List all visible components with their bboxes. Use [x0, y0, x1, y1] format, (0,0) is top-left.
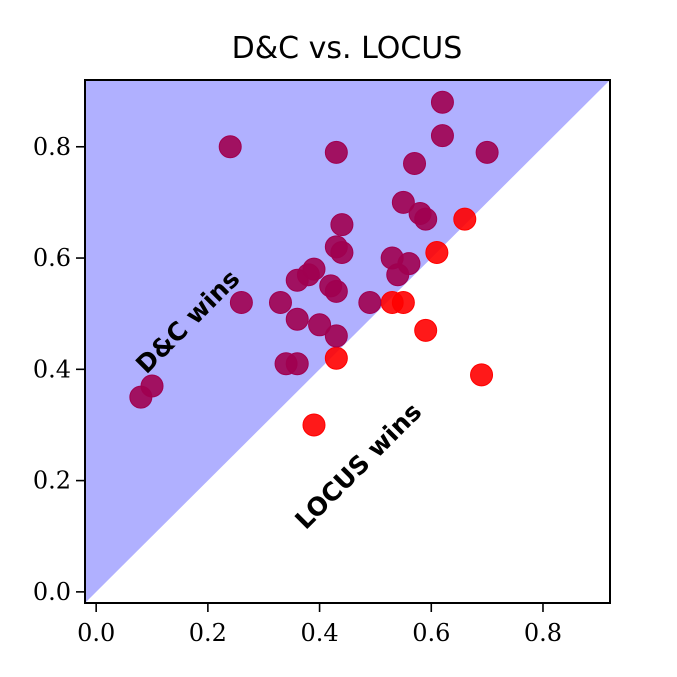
plot-frame [84, 79, 611, 604]
y-tick-label: 0.8 [33, 133, 71, 161]
data-point [425, 240, 449, 264]
data-point [430, 90, 454, 114]
data-point [302, 413, 326, 437]
d-and-c-wins-region [85, 80, 610, 603]
x-tick-label: 0.2 [189, 619, 227, 647]
data-point [229, 291, 253, 315]
x-tick-label: 0.6 [412, 619, 450, 647]
y-tick-label: 0.0 [33, 578, 71, 606]
data-points [129, 90, 499, 437]
data-point [302, 257, 326, 281]
data-point [403, 151, 427, 175]
data-point [308, 313, 332, 337]
x-tick-label: 0.8 [524, 619, 562, 647]
data-point [268, 291, 292, 315]
data-point [330, 240, 354, 264]
data-point [324, 346, 348, 370]
x-tick-label: 0.0 [77, 619, 115, 647]
data-point [470, 363, 494, 387]
data-point [391, 190, 415, 214]
x-tick-label: 0.4 [300, 619, 338, 647]
axis-ticks: 0.0 0.2 0.4 0.6 0.8 0.0 0.2 0.4 0.6 0.8 [33, 133, 562, 647]
data-point [414, 318, 438, 342]
data-point [475, 140, 499, 164]
data-point [358, 291, 382, 315]
data-point [218, 135, 242, 159]
data-point [324, 279, 348, 303]
data-point [285, 352, 309, 376]
data-point [140, 374, 164, 398]
data-point [324, 140, 348, 164]
data-point [285, 307, 309, 331]
data-point [453, 207, 477, 231]
y-tick-label: 0.6 [33, 244, 71, 272]
data-point [414, 207, 438, 231]
y-tick-label: 0.4 [33, 355, 71, 383]
data-point [391, 291, 415, 315]
data-point [430, 124, 454, 148]
y-tick-label: 0.2 [33, 467, 71, 495]
data-point [330, 213, 354, 237]
chart-title: D&C vs. LOCUS [232, 31, 463, 66]
data-point [324, 324, 348, 348]
data-point [397, 252, 421, 276]
